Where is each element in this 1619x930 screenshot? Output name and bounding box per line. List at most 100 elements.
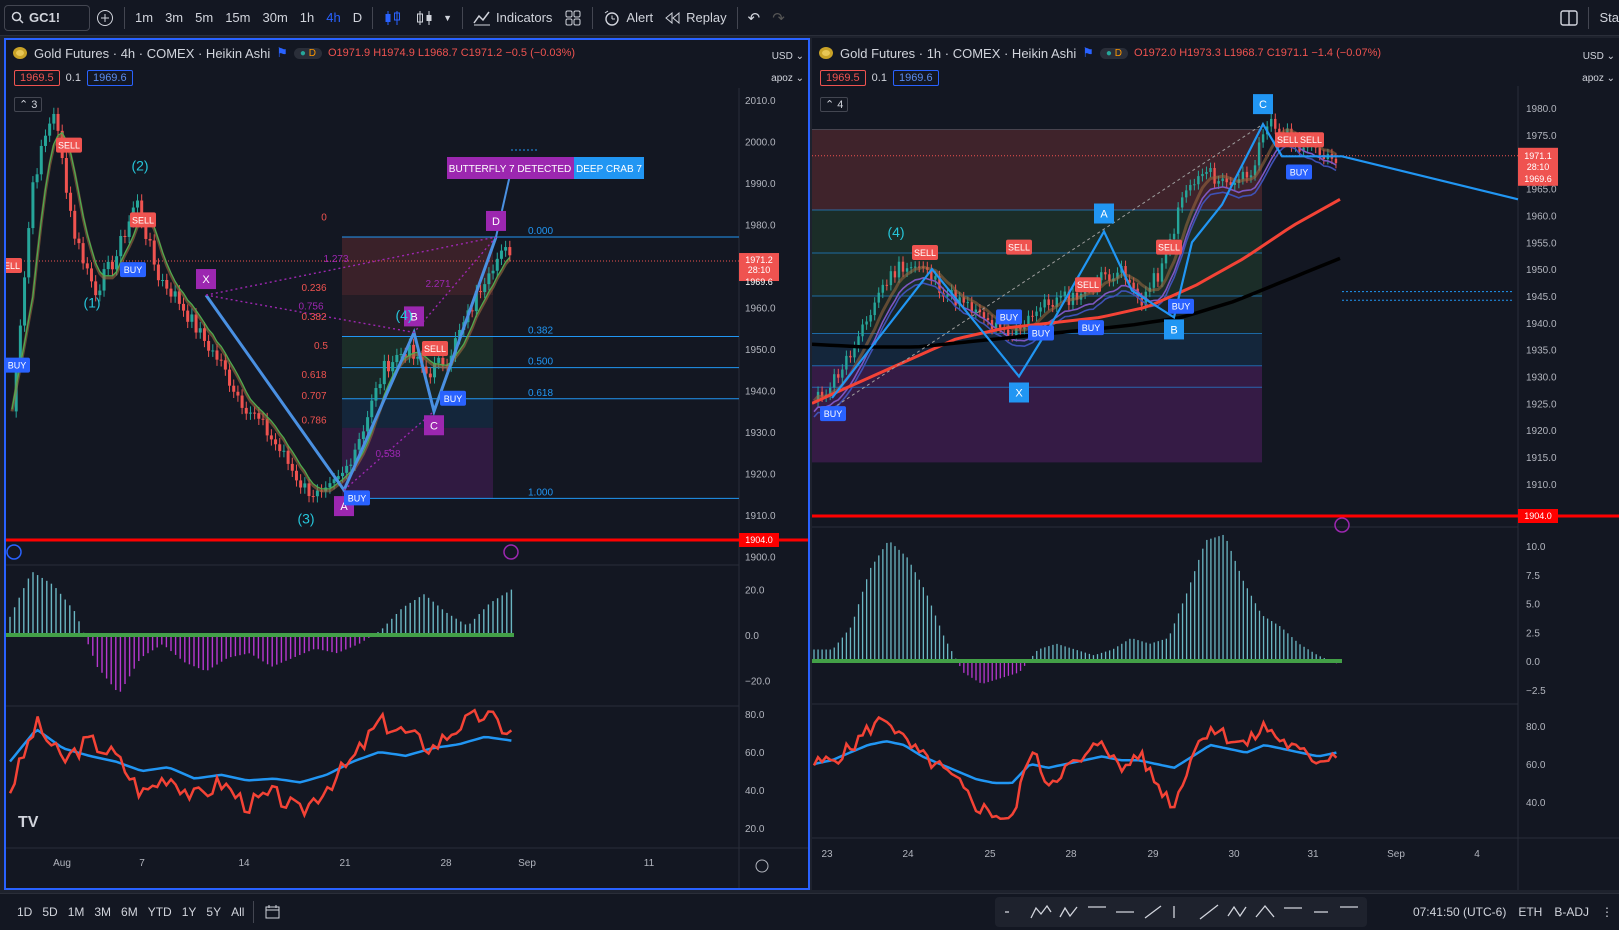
chart-canvas-4h[interactable]: 2010.02000.01990.01980.01970.01960.01950… — [6, 40, 808, 888]
time-tick: 23 — [821, 849, 833, 860]
range-YTD[interactable]: YTD — [147, 905, 172, 919]
divider — [372, 6, 374, 29]
candle-body — [885, 284, 889, 286]
indicators-button[interactable]: Indicators — [467, 0, 558, 36]
fib-ratio-label: 0.236 — [301, 283, 326, 294]
range-1Y[interactable]: 1Y — [181, 905, 197, 919]
time-tick: 14 — [238, 858, 250, 869]
range-1D[interactable]: 1D — [17, 905, 33, 919]
line-tool-icon[interactable] — [1113, 902, 1137, 922]
candle-body — [1124, 266, 1127, 280]
dots-handle-icon[interactable] — [1001, 902, 1025, 922]
timeframe-4h[interactable]: 4h — [326, 10, 341, 25]
pattern-point-marker — [486, 210, 506, 231]
ask-price[interactable]: 1969.6 — [86, 70, 133, 86]
range-3M[interactable]: 3M — [94, 905, 112, 919]
clock[interactable]: 07:41:50 (UTC-6) — [1412, 905, 1507, 919]
candle-body — [110, 261, 114, 270]
timeframe-5m[interactable]: 5m — [195, 10, 214, 25]
indicator-collapse-toggle[interactable]: ⌃ 3 — [14, 97, 43, 112]
timeframe-1m[interactable]: 1m — [135, 10, 154, 25]
time-tick: Sep — [1387, 849, 1405, 860]
scale-dropdown[interactable]: apoz ⌄ — [1582, 68, 1615, 90]
currency-dropdown[interactable]: USD ⌄ — [771, 46, 804, 68]
undo-button[interactable]: ↶ — [742, 0, 767, 36]
channel-tool-icon[interactable] — [1281, 902, 1305, 922]
buy-signal-label: BUY — [1000, 312, 1019, 322]
range-1M[interactable]: 1M — [67, 905, 85, 919]
range-6M[interactable]: 6M — [121, 905, 138, 919]
fib-level-label: 0.382 — [528, 326, 553, 337]
buy-signal — [820, 406, 846, 422]
candle-body — [1007, 329, 1010, 336]
spread: 0.1 — [871, 72, 887, 84]
candle-body — [366, 417, 370, 432]
pattern-detected-label: BUTTERFLY 7 DETECTED — [449, 164, 571, 175]
candle-body — [248, 412, 252, 414]
scale-dropdown[interactable]: apoz ⌄ — [771, 68, 804, 90]
timeframe-15m[interactable]: 15m — [225, 10, 251, 25]
chart-canvas-1h[interactable]: 1980.01975.01970.01965.01960.01955.01950… — [812, 38, 1619, 890]
fib-tool-icon[interactable] — [1085, 902, 1109, 922]
price-tick: 1900.0 — [745, 553, 776, 564]
buy-signal-label: BUY — [1172, 302, 1191, 312]
bar-type-button[interactable] — [377, 0, 409, 36]
candle-body — [98, 290, 102, 296]
pattern-point-marker — [196, 269, 216, 290]
timeframe-3m[interactable]: 3m — [165, 10, 184, 25]
pattern-detected-box — [574, 157, 644, 179]
ray-tool-icon[interactable] — [1197, 902, 1221, 922]
templates-button[interactable] — [558, 0, 588, 36]
replay-button[interactable]: Replay — [659, 0, 732, 36]
bid-price[interactable]: 1969.5 — [820, 70, 866, 86]
adjustment-toggle[interactable]: B-ADJ — [1554, 905, 1589, 919]
search-icon — [11, 11, 24, 24]
bid-price[interactable]: 1969.5 — [14, 70, 60, 86]
fib-level-label: 1.000 — [528, 487, 553, 498]
fib-ratio-label: 0.382 — [301, 312, 326, 323]
candle-body — [294, 470, 298, 481]
buy-signal — [120, 262, 146, 278]
fib-ratio-label: 0.707 — [301, 391, 326, 402]
rsi-signal-line — [813, 740, 1337, 785]
bars-tool-icon[interactable] — [1169, 902, 1193, 922]
range-5D[interactable]: 5D — [42, 905, 58, 919]
fib-ratio-label: 0 — [321, 212, 327, 223]
timeframe-D[interactable]: D — [352, 10, 363, 25]
range-tool-icon[interactable] — [1309, 902, 1333, 922]
compare-button[interactable] — [90, 0, 120, 36]
session-toggle[interactable]: ETH — [1518, 905, 1543, 919]
abc-tool-icon[interactable] — [1057, 902, 1081, 922]
candle-body — [504, 247, 508, 251]
price-tick: 1925.0 — [1526, 399, 1557, 410]
candle-body — [1039, 307, 1042, 312]
goto-date-button[interactable] — [258, 894, 288, 930]
range-All[interactable]: All — [231, 905, 245, 919]
pattern-tool-icon[interactable] — [1225, 902, 1249, 922]
redo-button[interactable]: ↷ — [766, 0, 791, 36]
sell-signal-label: SELL — [424, 344, 446, 354]
symbol-search[interactable]: GC1! — [4, 4, 90, 31]
rsi-tick: 40.0 — [745, 786, 765, 797]
sell-signal-label: SELL — [6, 261, 20, 271]
timeframe-30m[interactable]: 30m — [262, 10, 288, 25]
candle-body — [152, 240, 156, 265]
layout-button[interactable] — [1554, 0, 1584, 36]
countdown-label: 28:10 — [1527, 162, 1550, 172]
trend-tool-icon[interactable] — [1141, 902, 1165, 922]
ask-price[interactable]: 1969.6 — [892, 70, 939, 86]
chart-panel-4h[interactable]: 2010.02000.01990.01980.01970.01960.01950… — [4, 38, 810, 890]
indicator-collapse-toggle[interactable]: ⌃ 4 — [820, 97, 849, 112]
chart-panel-1h[interactable]: 1980.01975.01970.01965.01960.01955.01950… — [812, 38, 1619, 890]
arc-tool-icon[interactable] — [1253, 902, 1277, 922]
currency-dropdown[interactable]: USD ⌄ — [1582, 46, 1615, 68]
timeframe-1h[interactable]: 1h — [299, 10, 315, 25]
wave-tool-icon[interactable] — [1029, 902, 1053, 922]
candle-body — [374, 388, 378, 401]
chart-style-button[interactable]: ▼ — [409, 0, 458, 36]
range-5Y[interactable]: 5Y — [206, 905, 222, 919]
alert-button[interactable]: Alert — [597, 0, 659, 36]
start-menu[interactable]: Sta — [1599, 10, 1619, 25]
menu-tool-icon[interactable] — [1337, 902, 1361, 922]
more-icon[interactable]: ⋮ — [1601, 905, 1613, 919]
